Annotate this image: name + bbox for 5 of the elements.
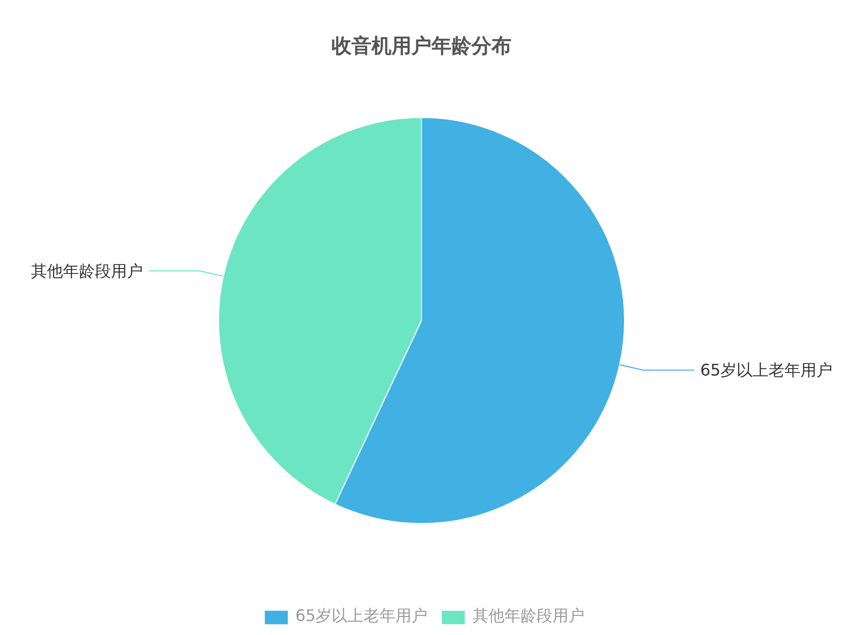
- slice-label: 65岁以上老年用户: [700, 360, 833, 380]
- chart-title: 收音机用户年龄分布: [332, 34, 512, 58]
- slice-label: 其他年龄段用户: [30, 261, 143, 280]
- legend-label: 65岁以上老年用户: [295, 606, 428, 627]
- legend-label: 其他年龄段用户: [472, 606, 585, 627]
